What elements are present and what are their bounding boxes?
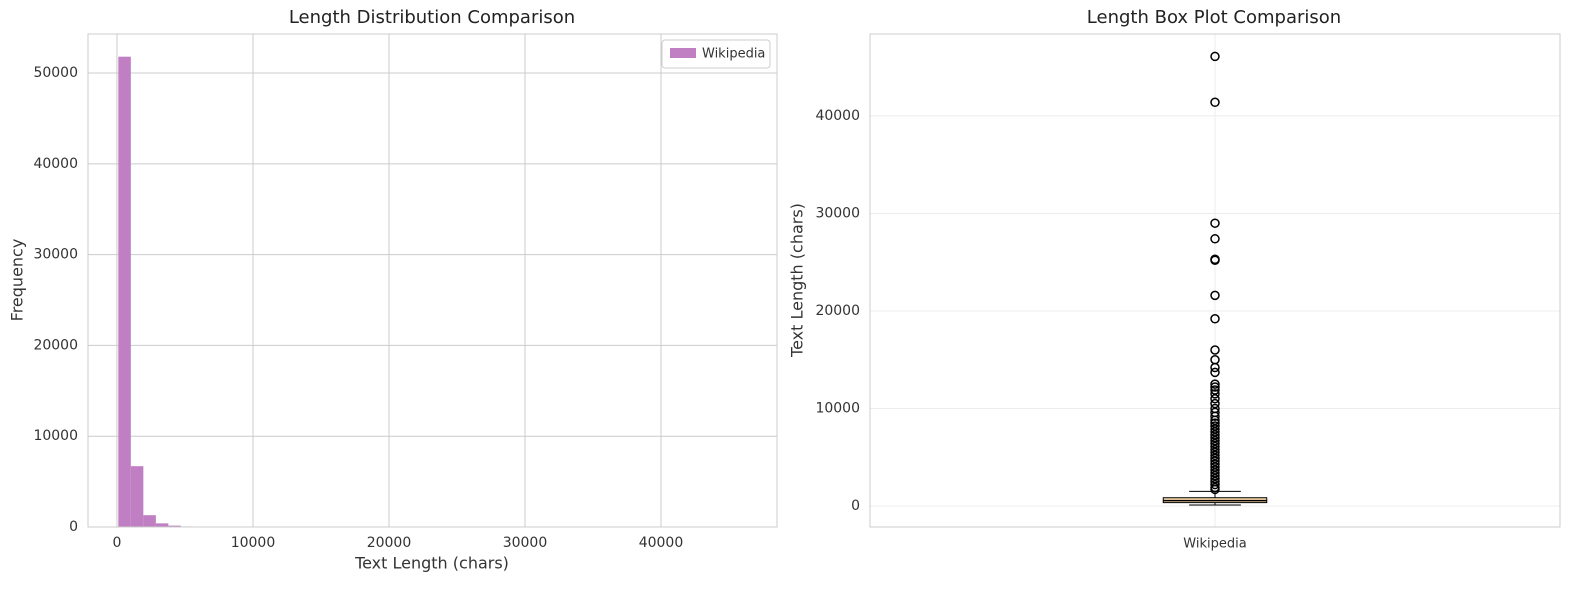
y-tick-label: 20000: [815, 303, 860, 319]
flier: [1210, 479, 1220, 490]
flier: [1210, 290, 1220, 301]
y-tick-label: 30000: [815, 205, 860, 221]
flier: [1210, 468, 1220, 478]
chart-title: Length Box Plot Comparison: [1087, 7, 1341, 28]
x-tick-label: 30000: [503, 535, 548, 551]
flier: [1210, 385, 1220, 395]
y-axis-label: Frequency: [8, 239, 27, 322]
flier: [1210, 421, 1220, 431]
y-tick-label: 10000: [815, 401, 860, 417]
y-tick-label: 40000: [815, 108, 860, 124]
y-tick-label: 0: [851, 498, 860, 514]
flier: [1210, 456, 1220, 466]
flier: [1210, 453, 1220, 463]
y-tick-label: 10000: [33, 428, 78, 444]
flier: [1210, 314, 1220, 324]
flier: [1210, 484, 1220, 495]
y-axis-label: Text Length (chars): [788, 203, 807, 358]
flier: [1210, 345, 1220, 355]
flier: [1210, 450, 1220, 461]
flier: [1210, 418, 1220, 428]
x-tick-label: Wikipedia: [1183, 537, 1246, 552]
y-tick-label: 50000: [33, 65, 78, 81]
histogram-bar: [130, 466, 144, 527]
flier: [1210, 367, 1220, 378]
flier: [1210, 398, 1220, 409]
flier: [1210, 435, 1220, 446]
x-tick-label: 20000: [367, 535, 412, 551]
axes-frame: [87, 33, 778, 528]
flier: [1210, 447, 1220, 458]
legend-swatch: [670, 48, 696, 58]
flier: [1210, 427, 1220, 437]
flier: [1210, 218, 1220, 228]
histogram-bar: [155, 523, 169, 527]
flier: [1210, 430, 1220, 440]
flier: [1210, 51, 1220, 62]
flier: [1210, 97, 1220, 108]
y-tick-label: 0: [69, 519, 78, 535]
x-axis-label: Text Length (chars): [354, 554, 509, 573]
flier: [1210, 473, 1220, 484]
flier: [1210, 394, 1220, 404]
flier: [1210, 459, 1220, 469]
histogram-bar: [143, 515, 156, 527]
y-tick-label: 20000: [33, 337, 78, 353]
flier: [1210, 415, 1220, 425]
flier: [1210, 424, 1220, 434]
x-tick-label: 40000: [639, 535, 684, 551]
flier: [1210, 465, 1220, 475]
x-tick-label: 10000: [231, 535, 276, 551]
flier: [1210, 444, 1220, 455]
histogram-bar: [118, 56, 131, 528]
legend-box: [661, 39, 771, 69]
flier: [1210, 411, 1220, 422]
flier: [1210, 441, 1220, 452]
flier: [1210, 255, 1220, 266]
legend-label: Wikipedia: [702, 47, 765, 62]
flier: [1210, 379, 1220, 389]
flier: [1210, 433, 1220, 443]
flier: [1210, 389, 1220, 399]
y-tick-label: 30000: [33, 247, 78, 263]
histogram-bar: [168, 525, 181, 527]
y-tick-label: 40000: [33, 156, 78, 172]
flier: [1210, 471, 1220, 481]
flier: [1210, 438, 1220, 449]
flier: [1210, 462, 1220, 472]
chart-title: Length Distribution Comparison: [289, 7, 575, 28]
axes-frame: [869, 33, 1561, 528]
flier: [1210, 362, 1220, 373]
x-tick-label: 0: [113, 535, 122, 551]
flier: [1210, 382, 1220, 392]
flier: [1210, 234, 1220, 244]
